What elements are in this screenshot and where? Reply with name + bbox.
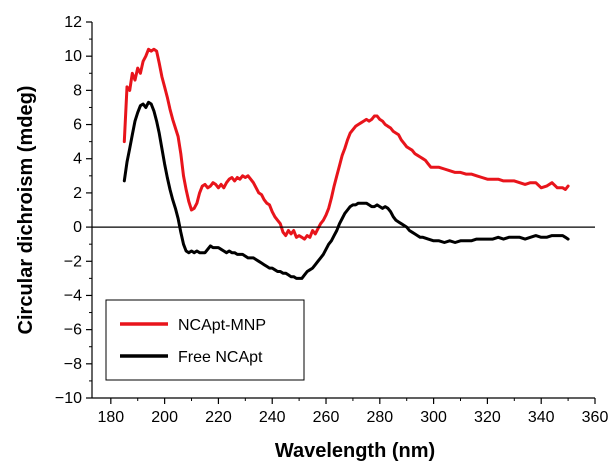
y-tick-label: 2: [73, 185, 82, 202]
legend-box: [105, 299, 305, 381]
x-tick-label: 200: [151, 409, 178, 426]
legend: NCApt-MNP Free NCApt: [105, 299, 305, 381]
y-tick-label: −2: [64, 253, 82, 270]
y-tick-label: 4: [73, 151, 82, 168]
y-tick-label: 12: [64, 14, 82, 31]
y-tick-label: 8: [73, 82, 82, 99]
y-tick-label: −6: [64, 322, 82, 339]
x-tick-label: 260: [313, 409, 340, 426]
y-tick-label: −4: [64, 287, 82, 304]
x-tick-label: 320: [474, 409, 501, 426]
x-tick-label: 340: [528, 409, 555, 426]
y-tick-label: 10: [64, 48, 82, 65]
x-tick-label: 180: [97, 409, 124, 426]
series-line-ncapt-mnp: [122, 47, 570, 241]
y-tick-label: 0: [73, 219, 82, 236]
x-tick-label: 240: [259, 409, 286, 426]
axes-layer: −10 −8 −6 −4 −2 0 2 4 6 8 10 12 180 200 220 240 260 280 30…: [55, 14, 609, 426]
legend-label: Free NCApt: [178, 349, 263, 366]
x-tick-label: 220: [205, 409, 232, 426]
series-line-free-ncapt: [122, 100, 570, 280]
y-tick-label: 6: [73, 117, 82, 134]
y-tick-label: −10: [55, 390, 82, 407]
x-tick-label: 280: [366, 409, 393, 426]
x-tick-label: 360: [582, 409, 609, 426]
x-axis-title: Wavelength (nm): [275, 440, 435, 462]
y-tick-label: −8: [64, 356, 82, 373]
legend-label: NCApt-MNP: [178, 317, 266, 334]
series-layer: [122, 47, 570, 280]
y-axis-title: Circular dichroism (mdeg): [15, 86, 37, 335]
x-tick-label: 300: [420, 409, 447, 426]
